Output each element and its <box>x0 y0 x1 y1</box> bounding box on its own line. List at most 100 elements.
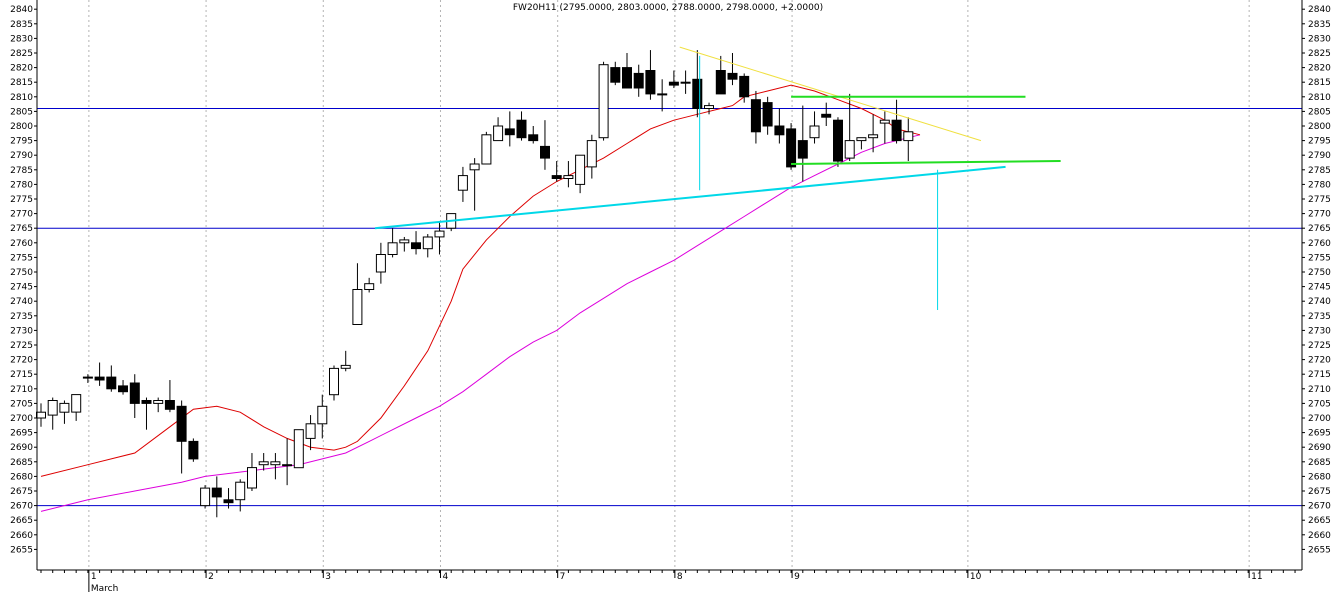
candle-body <box>340 364 351 369</box>
y-tick-label: 2835 <box>10 20 33 30</box>
candle <box>352 263 363 325</box>
candle-body <box>329 367 339 396</box>
candle <box>200 485 211 509</box>
y-tick-label: 2765 <box>1308 224 1331 234</box>
y-tick-label: 2715 <box>10 370 33 380</box>
y-tick-label: 2790 <box>10 151 33 161</box>
candle <box>891 99 902 144</box>
candle <box>774 108 785 144</box>
candle-body <box>715 70 726 95</box>
candle-body <box>270 461 281 466</box>
y-tick-label: 2750 <box>10 268 33 278</box>
candle <box>645 50 656 100</box>
candle-body <box>528 134 539 142</box>
candle <box>211 476 222 518</box>
y-tick-label: 2720 <box>10 356 33 366</box>
y-tick-label: 2700 <box>1308 414 1331 424</box>
candle <box>481 131 492 165</box>
candle <box>551 161 562 182</box>
candle-body <box>422 236 433 250</box>
candle-body <box>293 429 304 469</box>
candle <box>153 397 164 413</box>
candle-body <box>47 400 58 416</box>
candle <box>258 453 269 471</box>
candle <box>387 228 398 258</box>
candle-body <box>82 376 93 379</box>
candle-body <box>188 440 199 460</box>
candle-body <box>610 67 621 83</box>
x-tick-label: 8 <box>677 572 683 582</box>
x-tick-label: 7 <box>560 572 566 582</box>
candle <box>692 50 703 118</box>
month-label: March <box>91 584 118 592</box>
candle-body <box>235 481 246 501</box>
candle <box>715 55 726 95</box>
candle-body <box>71 394 82 413</box>
candle-body <box>118 385 128 393</box>
horizontal-lines <box>37 107 1302 507</box>
candle <box>657 79 668 112</box>
candle <box>786 123 797 170</box>
y-axis-left: 2655 2660 2665 2670 2675 2680 2685 2690 2695 2700… <box>10 5 37 555</box>
candle-body <box>540 145 550 159</box>
candle <box>633 64 644 97</box>
candle-body <box>750 99 761 133</box>
y-axis-right: 2655 2660 2665 2670 2675 2680 2685 2690 2695 2700… <box>1302 5 1331 555</box>
candle-body <box>891 119 902 142</box>
candle-body <box>739 75 750 98</box>
trendlines <box>374 46 1061 310</box>
candle-body <box>516 119 527 139</box>
y-tick-label: 2760 <box>10 239 33 249</box>
chart-frame <box>36 0 1303 571</box>
candle <box>247 453 257 491</box>
candle-body <box>704 105 714 109</box>
trendline <box>374 165 1006 230</box>
y-tick-label: 2740 <box>1308 297 1331 307</box>
y-tick-label: 2715 <box>1308 370 1331 380</box>
candle-body <box>94 376 105 381</box>
candle <box>446 213 457 232</box>
candle <box>809 111 820 144</box>
candle <box>94 362 105 386</box>
candle-body <box>551 175 562 180</box>
x-tick-label: 9 <box>794 572 800 582</box>
candle-body <box>247 467 257 489</box>
candle <box>575 154 586 194</box>
candle <box>821 102 832 126</box>
y-tick-label: 2840 <box>1308 5 1331 15</box>
y-tick-label: 2805 <box>1308 107 1331 117</box>
candle <box>422 234 433 258</box>
candle <box>493 117 504 142</box>
y-tick-label: 2770 <box>1308 210 1331 220</box>
candle <box>598 61 609 141</box>
candle <box>141 397 152 430</box>
candle-body <box>727 72 738 80</box>
y-tick-label: 2830 <box>10 34 33 44</box>
y-tick-label: 2795 <box>1308 137 1331 147</box>
candle <box>856 137 867 150</box>
y-tick-label: 2815 <box>1308 78 1331 88</box>
candles <box>36 50 914 518</box>
candle-body <box>469 163 480 171</box>
y-tick-label: 2830 <box>1308 34 1331 44</box>
candle-body <box>563 175 574 180</box>
candle-body <box>586 140 597 168</box>
candle <box>610 61 621 86</box>
candle-body <box>493 125 504 142</box>
y-tick-label: 2785 <box>10 166 33 176</box>
candle-body <box>106 376 117 390</box>
x-tick-label: 2 <box>208 572 214 582</box>
candle <box>223 488 234 509</box>
candle-body <box>657 93 668 96</box>
candle <box>375 242 386 284</box>
candle-body <box>36 411 46 419</box>
candle <box>364 277 375 293</box>
x-axis: 1 2 3 4 7 8 9 10 11 March <box>40 570 1296 592</box>
candle-body <box>282 464 293 467</box>
candle-body <box>352 289 363 325</box>
candle <box>528 126 539 144</box>
candle-body <box>411 242 421 250</box>
y-tick-label: 2835 <box>1308 20 1331 30</box>
